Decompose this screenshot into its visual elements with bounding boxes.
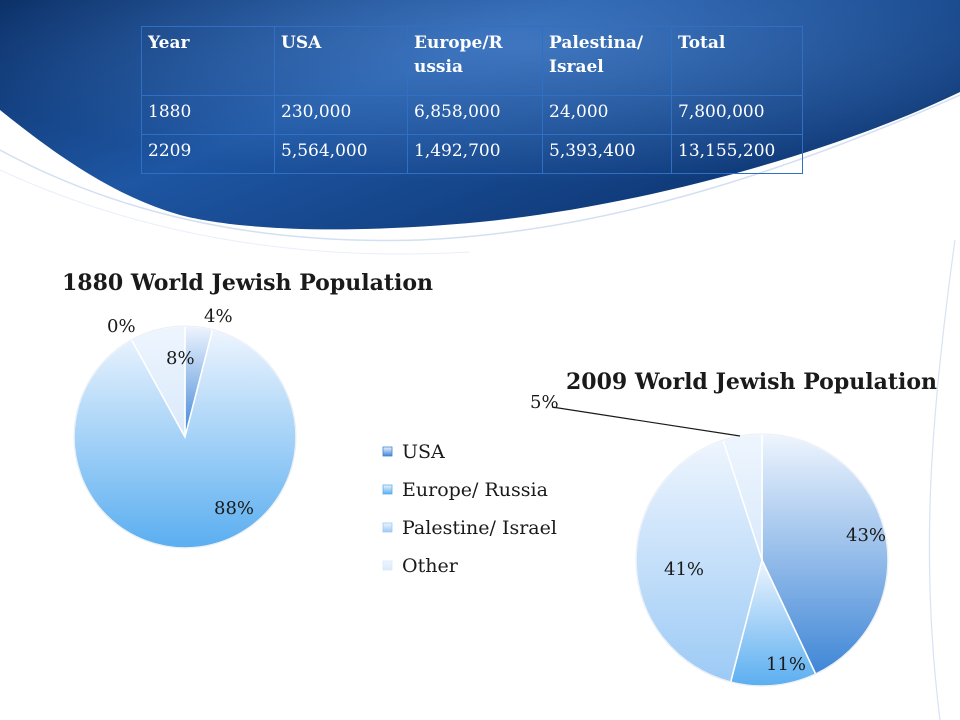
data-label: 11% [766, 654, 806, 675]
legend-label: Europe/ Russia [402, 479, 548, 501]
legend-label: USA [402, 441, 445, 463]
chart-legend: USA Europe/ Russia Palestine/ Israel Other [382, 441, 557, 577]
right-edge-line [928, 239, 956, 720]
legend-label: Other [402, 555, 459, 577]
table-cell: 230,000 [274, 95, 408, 135]
pie-outline [635, 433, 889, 687]
data-label: 5% [530, 392, 559, 413]
table-header-cell: Year [141, 26, 275, 96]
table-header-row: Year USA Europe/R ussia Palestina/ Israe… [141, 26, 803, 96]
pie-chart-2009: 2009 World Jewish Population 43% 11% 41% 5% [530, 369, 937, 687]
table-cell: 7,800,000 [671, 95, 803, 135]
legend-swatch [382, 560, 393, 571]
data-label: 8% [166, 348, 195, 369]
population-table: Year USA Europe/R ussia Palestina/ Israe… [141, 26, 803, 174]
chart-title: 2009 World Jewish Population [566, 369, 937, 395]
legend-label: Palestine/ Israel [402, 517, 557, 539]
table-header-cell: Total [671, 26, 803, 96]
table-cell: 1880 [141, 95, 275, 135]
chart-title: 1880 World Jewish Population [62, 270, 433, 296]
table-header-cell: USA [274, 26, 408, 96]
legend-swatch [382, 522, 393, 533]
legend-swatch [382, 446, 393, 457]
label-leader-line [551, 406, 741, 437]
legend-swatch [382, 484, 393, 495]
data-label: 43% [846, 525, 886, 546]
table-cell: 5,564,000 [274, 134, 408, 174]
table-cell: 5,393,400 [542, 134, 672, 174]
table-cell: 6,858,000 [407, 95, 543, 135]
table-cell: 1,492,700 [407, 134, 543, 174]
pie-outline [73, 325, 297, 549]
data-label: 41% [664, 559, 704, 580]
table-header-cell: Palestina/ Israel [542, 26, 672, 96]
data-label: 4% [204, 306, 233, 327]
data-label: 88% [214, 498, 254, 519]
table-header-cell: Europe/R ussia [407, 26, 543, 96]
table-cell: 13,155,200 [671, 134, 803, 174]
table-row: 1880 230,000 6,858,000 24,000 7,800,000 [141, 95, 803, 135]
table-cell: 24,000 [542, 95, 672, 135]
table-row: 2209 5,564,000 1,492,700 5,393,400 13,15… [141, 134, 803, 174]
pie-chart-1880: 1880 World Jewish Population 4% 88% 0% 8% [62, 270, 433, 549]
banner-swoosh-line-2 [0, 169, 471, 255]
data-label: 0% [107, 316, 136, 337]
